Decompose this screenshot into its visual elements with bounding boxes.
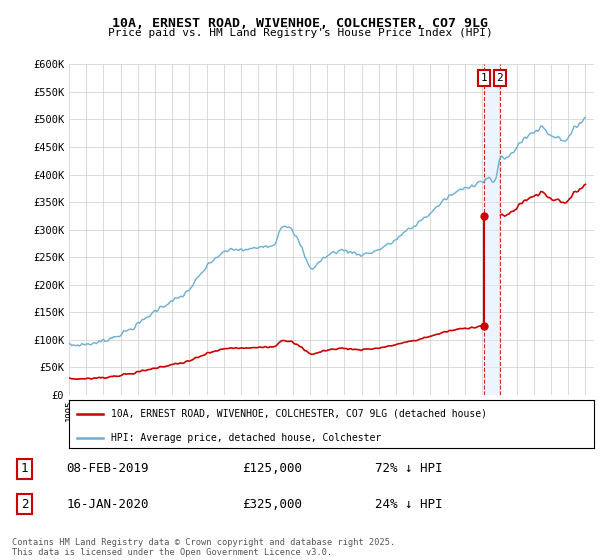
Bar <box>484 64 500 395</box>
Text: Contains HM Land Registry data © Crown copyright and database right 2025.
This d: Contains HM Land Registry data © Crown c… <box>12 538 395 557</box>
Text: 2: 2 <box>20 497 28 511</box>
Text: 24% ↓ HPI: 24% ↓ HPI <box>375 497 442 511</box>
Text: £125,000: £125,000 <box>242 463 302 475</box>
Text: Price paid vs. HM Land Registry's House Price Index (HPI): Price paid vs. HM Land Registry's House … <box>107 28 493 38</box>
Text: 2: 2 <box>497 73 503 83</box>
Text: 72% ↓ HPI: 72% ↓ HPI <box>375 463 442 475</box>
Text: 16-JAN-2020: 16-JAN-2020 <box>67 497 149 511</box>
Text: 10A, ERNEST ROAD, WIVENHOE, COLCHESTER, CO7 9LG: 10A, ERNEST ROAD, WIVENHOE, COLCHESTER, … <box>112 17 488 30</box>
Text: 10A, ERNEST ROAD, WIVENHOE, COLCHESTER, CO7 9LG (detached house): 10A, ERNEST ROAD, WIVENHOE, COLCHESTER, … <box>111 409 487 419</box>
Text: £325,000: £325,000 <box>242 497 302 511</box>
Text: 08-FEB-2019: 08-FEB-2019 <box>67 463 149 475</box>
Text: HPI: Average price, detached house, Colchester: HPI: Average price, detached house, Colc… <box>111 432 381 442</box>
Text: 1: 1 <box>20 463 28 475</box>
Text: 1: 1 <box>481 73 487 83</box>
